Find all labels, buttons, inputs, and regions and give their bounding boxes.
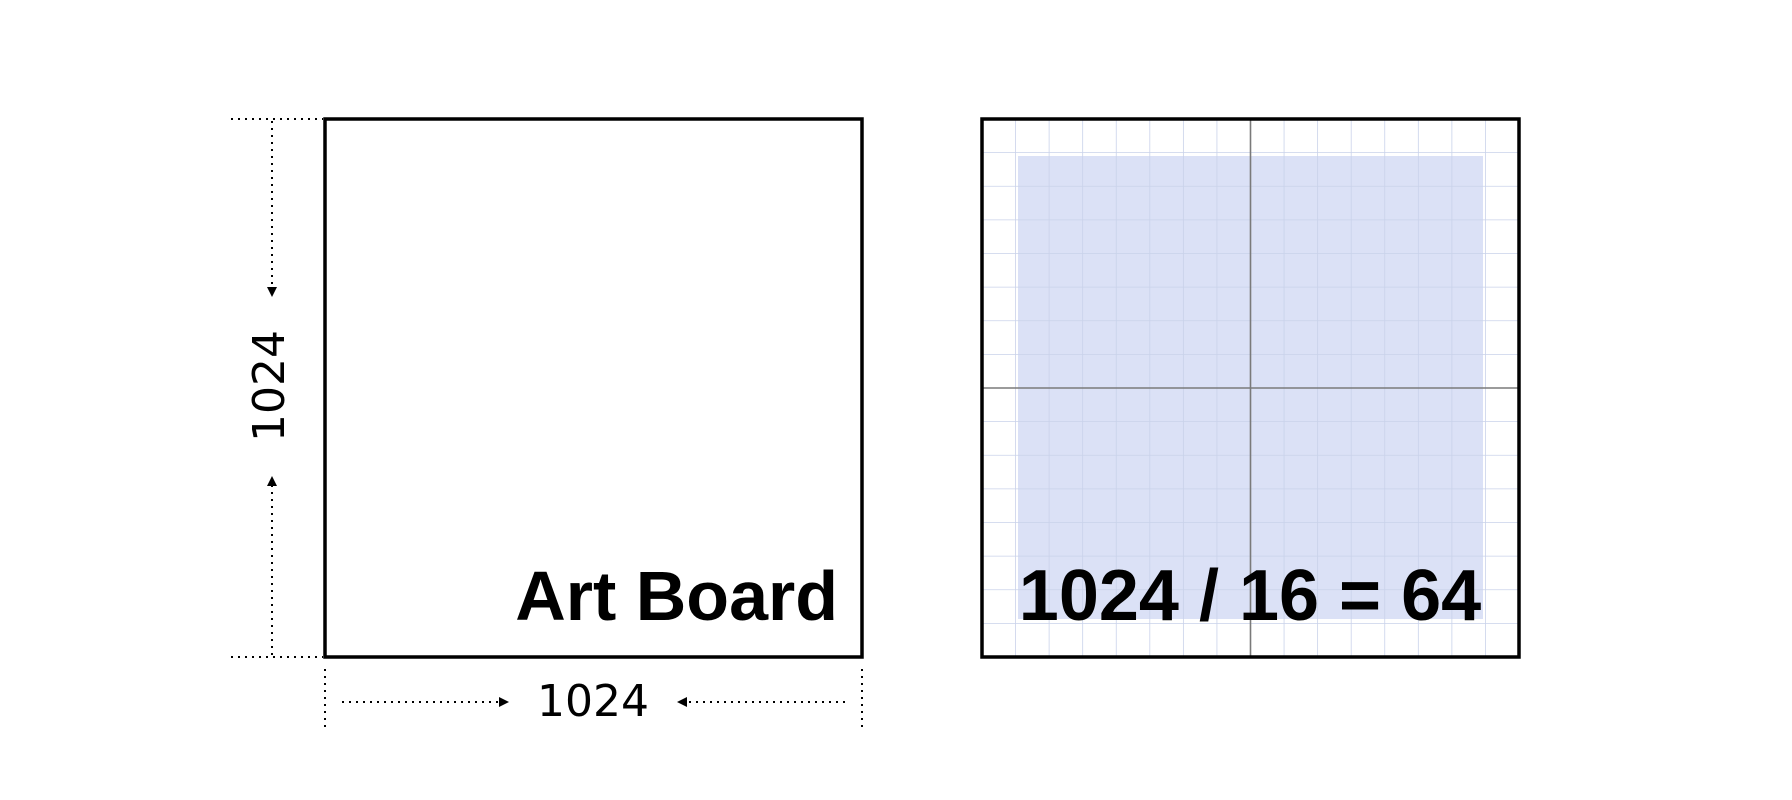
grid-panel: 1024 / 16 = 64 [980,117,1521,659]
width-label: 1024 [537,676,649,727]
width-dimension: 1024 [324,669,863,732]
height-dimension: 1024 [231,118,323,658]
artboard-panel: 1024 1024 Art Board [231,117,864,732]
height-label: 1024 [244,330,295,442]
artboard-frame [323,117,864,659]
grid-equation: 1024 / 16 = 64 [1019,556,1481,636]
artboard-label: Art Board [515,557,838,635]
grid-board-frame [980,117,1521,659]
